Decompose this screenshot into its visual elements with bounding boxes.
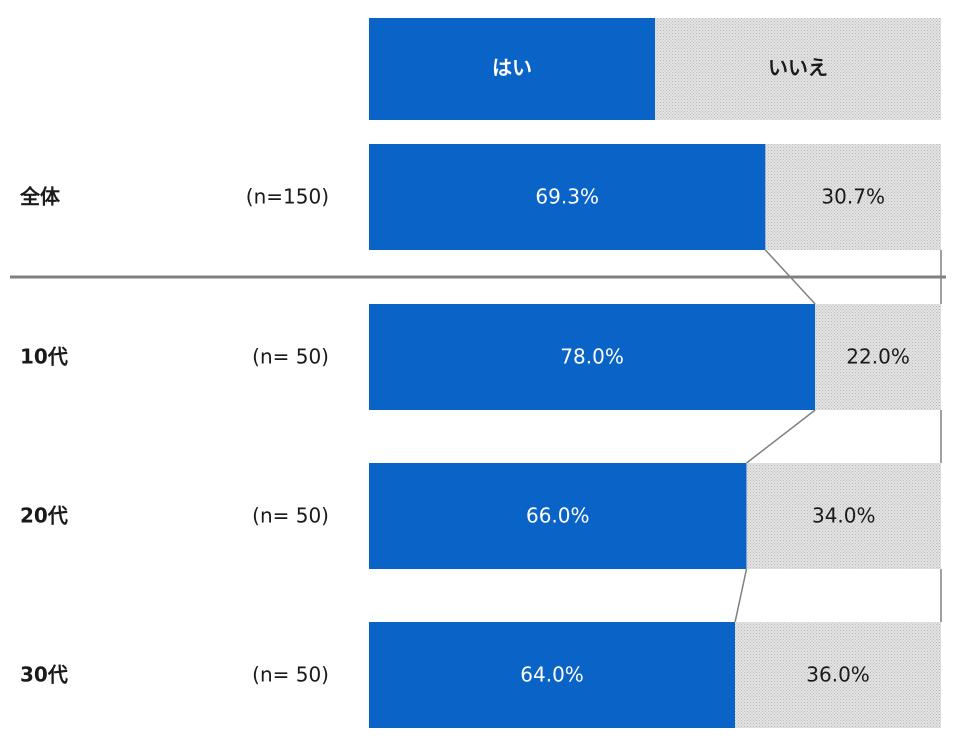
value-label-yes: 69.3% xyxy=(535,185,599,209)
sample-size-label: (n=150) xyxy=(246,185,329,209)
bar-yes xyxy=(369,463,747,569)
sample-size-label: (n= 50) xyxy=(252,663,329,687)
sample-size-label: (n= 50) xyxy=(252,504,329,528)
sample-size-label: (n= 50) xyxy=(252,345,329,369)
category-label: 20代 xyxy=(20,504,68,528)
bar-no xyxy=(746,463,941,569)
bar-no xyxy=(815,304,941,410)
value-label-yes: 66.0% xyxy=(526,504,590,528)
connector-lines xyxy=(10,249,946,623)
bar-yes xyxy=(369,304,816,410)
bar-no xyxy=(765,144,941,250)
bar-yes xyxy=(369,144,766,250)
legend-label-yes: はい xyxy=(492,56,532,80)
value-label-no: 34.0% xyxy=(812,504,876,528)
category-label: 30代 xyxy=(20,663,68,687)
connector-line xyxy=(746,409,816,464)
connector-line xyxy=(734,568,748,623)
legend-swatch-yes xyxy=(369,18,655,120)
bar-no xyxy=(735,622,941,728)
value-label-no: 30.7% xyxy=(821,185,885,209)
legend: はい いいえ xyxy=(369,18,941,120)
category-label: 全体 xyxy=(19,185,61,209)
legend-swatch-no xyxy=(655,18,941,120)
value-label-yes: 78.0% xyxy=(560,345,624,369)
value-label-yes: 64.0% xyxy=(520,663,584,687)
row-labels: 全体 (n=150) 10代 (n= 50) 20代 (n= 50) 30代 (n= 50) xyxy=(19,185,329,687)
category-label: 10代 xyxy=(20,345,68,369)
bars: 69.3% 30.7% 78.0% 22.0% 66.0% 34.0% 64.0% 36.0% xyxy=(369,144,941,728)
value-label-no: 36.0% xyxy=(806,663,870,687)
bar-yes xyxy=(369,622,736,728)
legend-label-no: いいえ xyxy=(768,56,828,80)
value-label-no: 22.0% xyxy=(846,345,910,369)
connector-line xyxy=(764,249,816,305)
